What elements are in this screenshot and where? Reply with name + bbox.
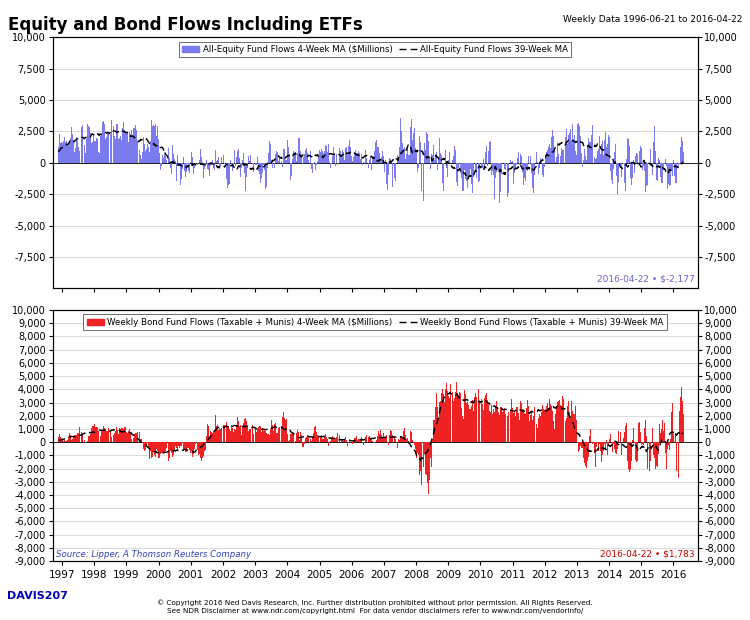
Text: Equity and Bond Flows Including ETFs: Equity and Bond Flows Including ETFs — [8, 16, 362, 33]
Legend: Weekly Bond Fund Flows (Taxable + Munis) 4-Week MA ($Millions), Weekly Bond Fund: Weekly Bond Fund Flows (Taxable + Munis)… — [83, 314, 667, 330]
Text: 2016-04-22 • $1,783: 2016-04-22 • $1,783 — [600, 549, 694, 559]
Text: 2016-04-22 • $-2,177: 2016-04-22 • $-2,177 — [596, 274, 694, 283]
Text: Source: Lipper, A Thomson Reuters Company: Source: Lipper, A Thomson Reuters Compan… — [56, 549, 250, 559]
Legend: All-Equity Fund Flows 4-Week MA ($Millions), All-Equity Fund Flows 39-Week MA: All-Equity Fund Flows 4-Week MA ($Millio… — [178, 42, 572, 58]
Text: DAVIS207: DAVIS207 — [8, 591, 68, 601]
Text: © Copyright 2016 Ned Davis Research, Inc. Further distribution prohibited withou: © Copyright 2016 Ned Davis Research, Inc… — [158, 599, 592, 614]
Text: Weekly Data 1996-06-21 to 2016-04-22: Weekly Data 1996-06-21 to 2016-04-22 — [563, 16, 742, 25]
